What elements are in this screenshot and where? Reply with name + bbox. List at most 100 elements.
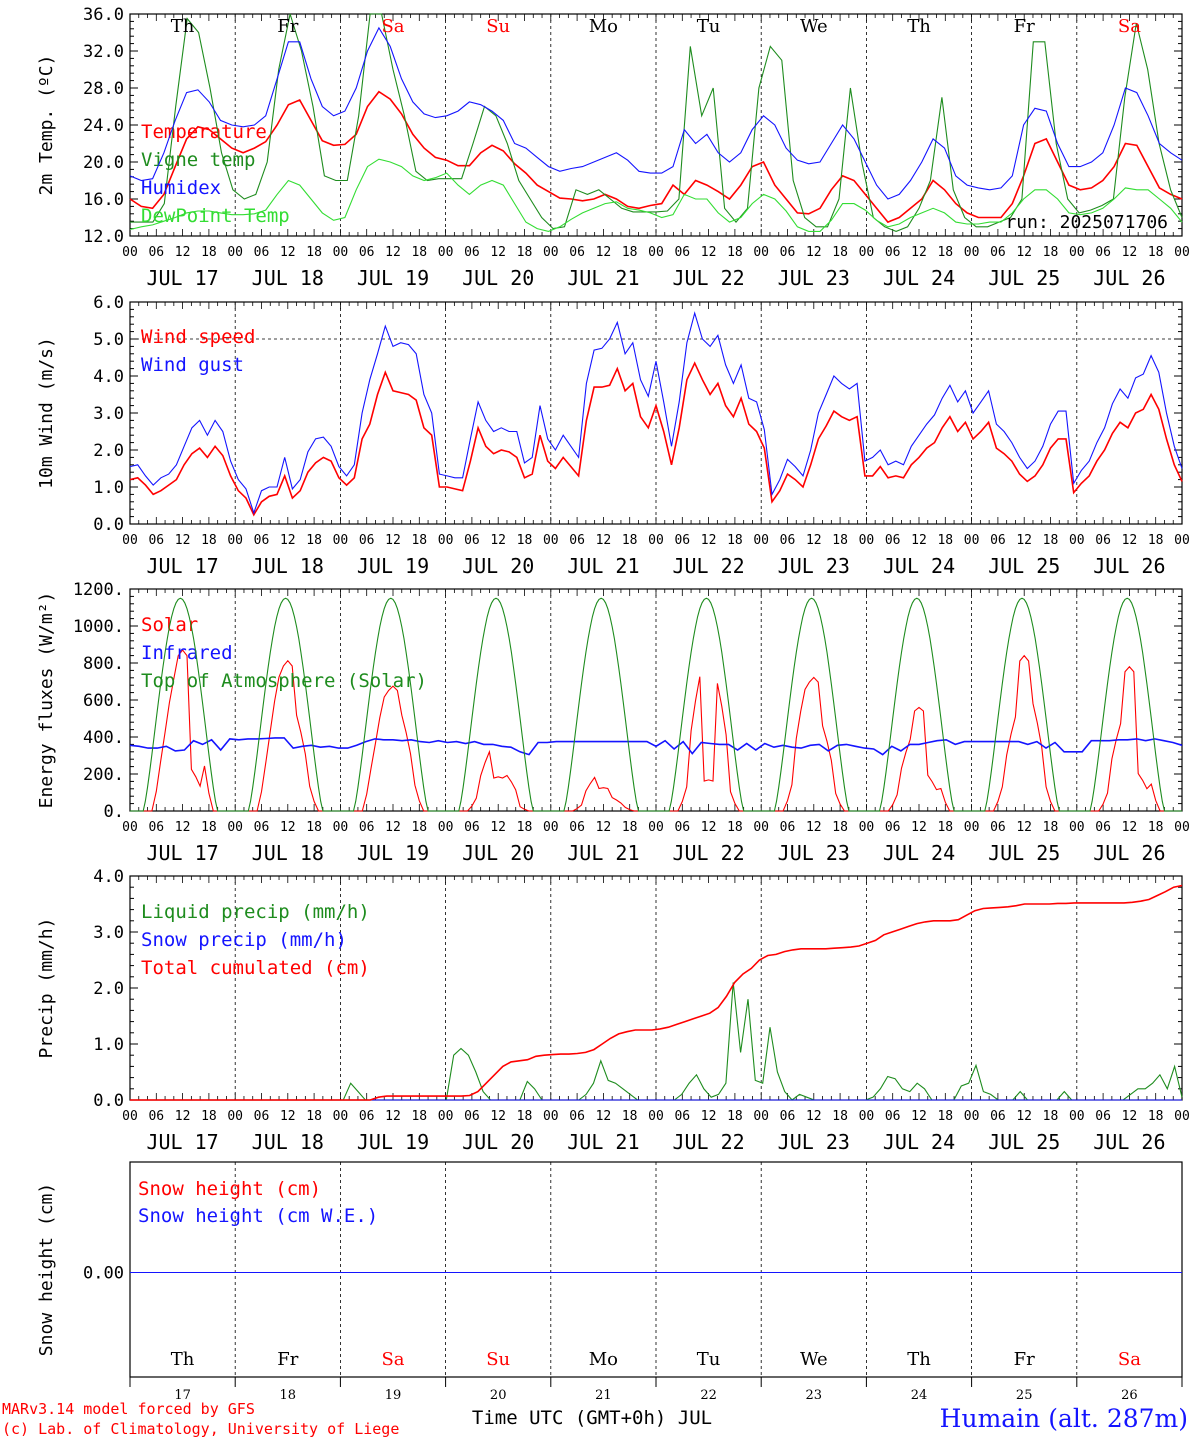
hour-tick-label: 00 xyxy=(964,245,980,260)
hour-tick-label: 00 xyxy=(227,820,243,835)
date-label: JUL 24 xyxy=(883,266,955,290)
hour-tick-label: 12 xyxy=(1016,1109,1032,1124)
hour-tick-label: 06 xyxy=(569,1109,585,1124)
hour-tick-label: 12 xyxy=(701,533,717,548)
y-axis-label: 10m Wind (m/s) xyxy=(36,337,57,489)
day-number-label: 23 xyxy=(806,1388,823,1403)
day-name-label: We xyxy=(800,16,828,37)
hour-tick-label: 00 xyxy=(648,533,664,548)
hour-tick-label: 00 xyxy=(122,1109,138,1124)
hour-tick-label: 00 xyxy=(1174,533,1190,548)
hour-tick-label: 18 xyxy=(306,1109,322,1124)
date-label: JUL 23 xyxy=(778,266,850,290)
day-number-label: 19 xyxy=(385,1388,402,1403)
date-label: JUL 18 xyxy=(252,1130,324,1154)
day-name-label: Su xyxy=(486,1349,510,1370)
y-tick-label: 0. xyxy=(104,802,124,822)
hour-tick-label: 12 xyxy=(596,1109,612,1124)
date-label: JUL 26 xyxy=(1093,1130,1165,1154)
hour-tick-label: 00 xyxy=(122,245,138,260)
hour-tick-label: 06 xyxy=(254,533,270,548)
legend-entry: Humidex xyxy=(141,177,221,199)
legend-entry: Wind speed xyxy=(141,326,255,348)
date-label: JUL 24 xyxy=(883,1130,955,1154)
hour-tick-label: 18 xyxy=(1043,820,1059,835)
hour-tick-label: 18 xyxy=(1043,245,1059,260)
day-name-label: Th xyxy=(907,16,931,37)
legend-entry: DewPoint Temp xyxy=(141,205,290,227)
date-label: JUL 19 xyxy=(357,1130,429,1154)
hour-tick-label: 12 xyxy=(490,1109,506,1124)
y-tick-label: 200. xyxy=(83,765,124,785)
hour-tick-label: 00 xyxy=(1069,820,1085,835)
hour-tick-label: 06 xyxy=(1095,533,1111,548)
hour-tick-label: 06 xyxy=(464,245,480,260)
date-label: JUL 26 xyxy=(1093,841,1165,865)
y-axis-label: Energy fluxes (W/m²) xyxy=(36,592,57,809)
hour-tick-label: 00 xyxy=(859,533,875,548)
y-tick-label: 12.0 xyxy=(83,227,124,247)
hour-tick-label: 12 xyxy=(806,1109,822,1124)
y-tick-label: 1200. xyxy=(73,580,124,600)
y-tick-label: 4.0 xyxy=(93,867,124,887)
date-label: JUL 21 xyxy=(567,554,639,578)
hour-tick-label: 00 xyxy=(1069,533,1085,548)
date-label: JUL 24 xyxy=(883,554,955,578)
series-line-wind-speed xyxy=(129,361,1183,517)
y-axis-label: 2m Temp. (ºC) xyxy=(36,55,57,196)
day-name-label: Tu xyxy=(697,16,721,37)
hour-tick-label: 00 xyxy=(859,1109,875,1124)
date-label: JUL 18 xyxy=(252,266,324,290)
legend-entry: Vigne temp xyxy=(141,149,255,171)
hour-tick-label: 18 xyxy=(201,820,217,835)
day-number-label: 22 xyxy=(700,1388,717,1403)
hour-tick-label: 06 xyxy=(990,245,1006,260)
series-line-infrared xyxy=(129,737,1183,756)
panel-3: 0. 200. 400. 600. 800. 1000. 1200. Energy fluxe… xyxy=(36,580,1190,865)
date-label: JUL 21 xyxy=(567,266,639,290)
hour-tick-label: 06 xyxy=(569,245,585,260)
date-label: JUL 25 xyxy=(988,266,1060,290)
hour-tick-label: 00 xyxy=(543,1109,559,1124)
series-line-humidex xyxy=(129,26,1183,200)
hour-tick-label: 12 xyxy=(911,533,927,548)
hour-tick-label: 12 xyxy=(280,820,296,835)
y-tick-label: 16.0 xyxy=(83,190,124,210)
hour-tick-label: 18 xyxy=(1043,1109,1059,1124)
y-axis-label: Snow height (cm) xyxy=(36,1183,57,1356)
day-name-label: Sa xyxy=(1118,16,1141,37)
hour-tick-label: 00 xyxy=(753,1109,769,1124)
hour-tick-label: 06 xyxy=(464,820,480,835)
date-label: JUL 19 xyxy=(357,266,429,290)
hour-tick-label: 12 xyxy=(490,533,506,548)
hour-tick-label: 06 xyxy=(464,533,480,548)
day-number-label: 21 xyxy=(595,1388,612,1403)
hour-tick-label: 18 xyxy=(622,245,638,260)
hour-tick-label: 12 xyxy=(596,245,612,260)
day-name-label: Su xyxy=(486,16,510,37)
hour-tick-label: 00 xyxy=(333,820,349,835)
hour-tick-label: 18 xyxy=(306,820,322,835)
hour-tick-label: 12 xyxy=(596,820,612,835)
y-tick-label: 600. xyxy=(83,691,124,711)
hour-tick-label: 00 xyxy=(438,820,454,835)
y-tick-label: 0.00 xyxy=(83,1264,124,1284)
date-label: JUL 22 xyxy=(672,841,744,865)
date-label: JUL 25 xyxy=(988,1130,1060,1154)
series-line-top-of-atmosphere-solar xyxy=(130,597,1182,812)
hour-tick-label: 18 xyxy=(937,245,953,260)
hour-tick-label: 12 xyxy=(385,820,401,835)
hour-tick-label: 18 xyxy=(727,820,743,835)
day-number-label: 24 xyxy=(911,1388,928,1403)
hour-tick-label: 12 xyxy=(806,533,822,548)
hour-tick-label: 06 xyxy=(990,1109,1006,1124)
hour-tick-label: 00 xyxy=(859,245,875,260)
hour-tick-label: 12 xyxy=(806,820,822,835)
hour-tick-label: 06 xyxy=(674,245,690,260)
hour-tick-label: 06 xyxy=(674,1109,690,1124)
legend-entry: Snow height (cm W.E.) xyxy=(138,1205,378,1227)
hour-tick-label: 12 xyxy=(1016,533,1032,548)
hour-tick-label: 18 xyxy=(727,245,743,260)
hour-tick-label: 06 xyxy=(780,245,796,260)
date-label: JUL 20 xyxy=(462,841,534,865)
